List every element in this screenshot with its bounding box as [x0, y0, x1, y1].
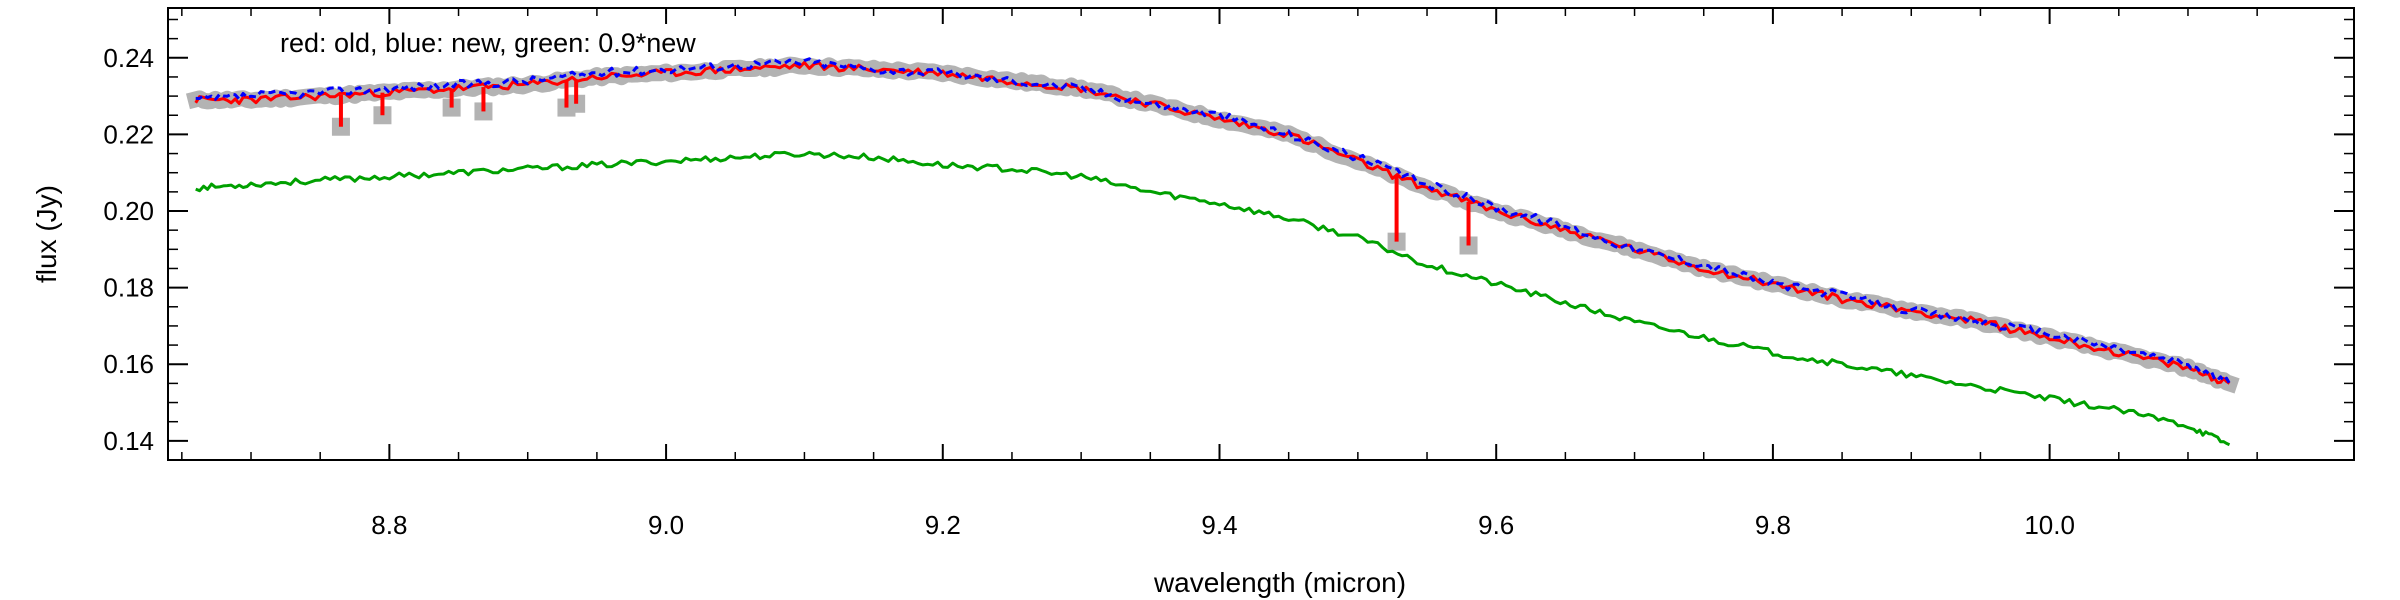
x-tick-label: 9.2	[925, 510, 961, 540]
y-axis-title: flux (Jy)	[31, 185, 62, 283]
series-layer	[185, 56, 2240, 447]
y-tick-label: 0.16	[103, 349, 154, 379]
x-tick-labels: 8.8 9.0 9.2 9.4 9.6 9.8 10.0	[371, 510, 2075, 540]
y-tick-label: 0.14	[103, 426, 154, 456]
y-tick-label: 0.22	[103, 119, 154, 149]
tick-layer	[168, 8, 2354, 461]
y-tick-labels: 0.14 0.16 0.18 0.20 0.22 0.24	[103, 43, 154, 456]
x-tick-label: 9.6	[1478, 510, 1514, 540]
series-line-3	[195, 57, 2231, 385]
x-tick-label: 10.0	[2024, 510, 2075, 540]
chart-annotation: red: old, blue: new, green: 0.9*new	[280, 28, 696, 58]
plot-frame	[167, 7, 2355, 461]
x-axis-title: wavelength (micron)	[1153, 567, 1406, 598]
y-tick-label: 0.20	[103, 196, 154, 226]
y-tick-label: 0.24	[103, 43, 154, 73]
series-line-4	[195, 150, 2231, 447]
x-tick-label: 9.4	[1201, 510, 1237, 540]
x-tick-label: 9.0	[648, 510, 684, 540]
x-tick-label: 9.8	[1755, 510, 1791, 540]
x-tick-label: 8.8	[371, 510, 407, 540]
y-tick-label: 0.18	[103, 273, 154, 303]
